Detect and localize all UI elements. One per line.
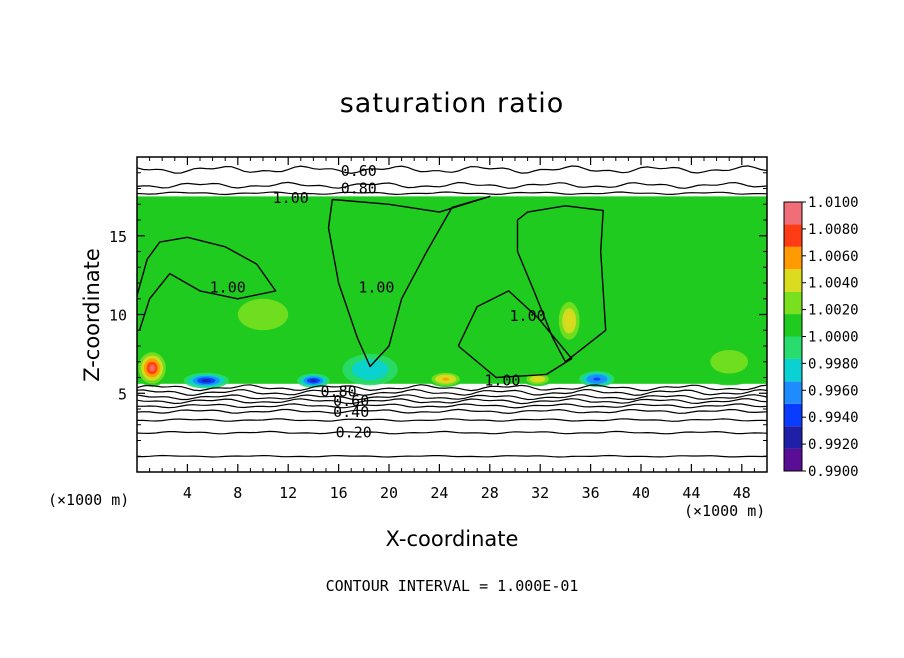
unity-contour-3 (457, 290, 573, 379)
x-tick-label-3: 16 (330, 484, 348, 502)
x-unit-label-left: (×1000 m) (48, 491, 130, 509)
fill-anomaly-2-level-4 (442, 377, 450, 381)
colorbar-label-0: 1.0100 (808, 195, 859, 211)
colorbar-label-10: 0.9900 (808, 464, 859, 480)
contour-label-5: 1.00 (510, 307, 546, 325)
colorbar-label-3: 1.0040 (808, 276, 859, 292)
colorbar-swatch-2 (784, 403, 802, 427)
y-axis-label: Z-coordinate (80, 248, 104, 382)
contour-label-10: 0.20 (336, 424, 372, 442)
fill-anomaly-7-level-2 (360, 364, 380, 375)
colorbar-swatch-6 (784, 314, 802, 337)
unity-contour-0 (137, 236, 277, 331)
colorbar-swatch-1 (784, 426, 802, 449)
y-tick-label-0: 5 (118, 385, 127, 403)
fill-anomaly-4-level-4 (201, 379, 211, 383)
contour-label-1: 0.80 (341, 180, 377, 198)
fill-anomaly-6-level-4 (593, 377, 601, 381)
colorbar: 1.0100 1.0080 1.0060 1.0040 1.0020 1.0000 0.99… (783, 195, 859, 480)
contour-label-3: 1.00 (210, 279, 246, 297)
x-tick-label-1: 8 (233, 484, 242, 502)
colorbar-swatch-0 (784, 448, 802, 471)
contour-label-4: 1.00 (358, 279, 394, 297)
colorbar-swatch-4 (784, 358, 802, 382)
contour-line-0.10 (137, 454, 767, 458)
contour-labels: 0.600.801.001.00 1.001.001.000.800.600.40… (210, 162, 546, 441)
colorbar-label-8: 0.9940 (808, 410, 859, 426)
contour-label-7: 0.80 (321, 383, 357, 401)
colorbar-swatch-8 (784, 269, 802, 292)
colorbar-label-5: 1.0000 (808, 330, 859, 346)
x-unit-label-right: (×1000 m) (684, 502, 766, 520)
colorbar-label-1: 1.0080 (808, 222, 859, 238)
chart-title: saturation ratio (339, 88, 565, 119)
x-tick-label-9: 40 (632, 484, 650, 502)
colorbar-swatch-10 (784, 224, 802, 247)
contour-label-6: 1.00 (484, 372, 520, 390)
contour-label-0: 0.60 (341, 162, 377, 180)
x-tick-label-0: 4 (183, 484, 192, 502)
x-tick-label-6: 28 (481, 484, 499, 502)
contour-line-0.30 (137, 418, 767, 422)
colorbar-label-7: 0.9960 (808, 383, 859, 399)
x-tick-label-10: 44 (682, 484, 700, 502)
colorbar-swatch-9 (784, 246, 802, 270)
colorbar-swatch-11 (784, 202, 802, 225)
colorbar-swatch-7 (784, 291, 802, 315)
colorbar-swatch-3 (784, 381, 802, 404)
colorbar-swatch-5 (784, 336, 802, 359)
fill-anomaly-8-level-1 (237, 298, 289, 331)
colorbar-label-6: 0.9980 (808, 356, 859, 372)
contour-label-8: 0.60 (333, 392, 369, 410)
x-tick-label-7: 32 (531, 484, 549, 502)
contour-line-0.20 (137, 430, 767, 435)
unity-contour-1 (327, 195, 491, 368)
contour-line-0.60 (137, 398, 767, 405)
upper-contour-line-0.60 (137, 165, 767, 175)
colorbar-label-9: 0.9920 (808, 437, 859, 453)
fill-anomaly-3-level-3 (533, 377, 542, 381)
colorbar-label-4: 1.0020 (808, 303, 859, 319)
unity-contour-2 (516, 205, 607, 363)
contour-line-0.50 (137, 403, 767, 409)
contour-interval-note: CONTOUR INTERVAL = 1.000E-01 (325, 577, 579, 595)
contour-label-9: 0.40 (333, 403, 369, 421)
fill-anomaly-1-level-3 (565, 314, 573, 328)
fill-anomaly-0-level-5 (149, 364, 155, 372)
contour-line-0.40 (137, 408, 767, 415)
upper-contour-line-0.90 (137, 191, 767, 196)
y-tick-label-2: 15 (109, 228, 127, 246)
contour-line-0.90 (137, 384, 767, 392)
x-tick-label-5: 24 (430, 484, 448, 502)
contour-label-2: 1.00 (273, 189, 309, 207)
x-tick-label-2: 12 (279, 484, 297, 502)
colorbar-label-2: 1.0060 (808, 249, 859, 265)
contour-line-0.70 (137, 394, 767, 401)
x-axis-label: X-coordinate (385, 527, 519, 551)
y-tick-label-1: 10 (109, 307, 127, 325)
x-tick-label-4: 20 (380, 484, 398, 502)
x-tick-label-11: 48 (733, 484, 751, 502)
contour-lines (137, 165, 767, 458)
contour-line-0.80 (137, 388, 767, 396)
x-tick-label-8: 36 (582, 484, 600, 502)
fill-anomaly-5-level-4 (310, 379, 317, 383)
fill-anomaly-9-level-1 (710, 349, 749, 374)
upper-contour-line-0.80 (137, 181, 767, 189)
